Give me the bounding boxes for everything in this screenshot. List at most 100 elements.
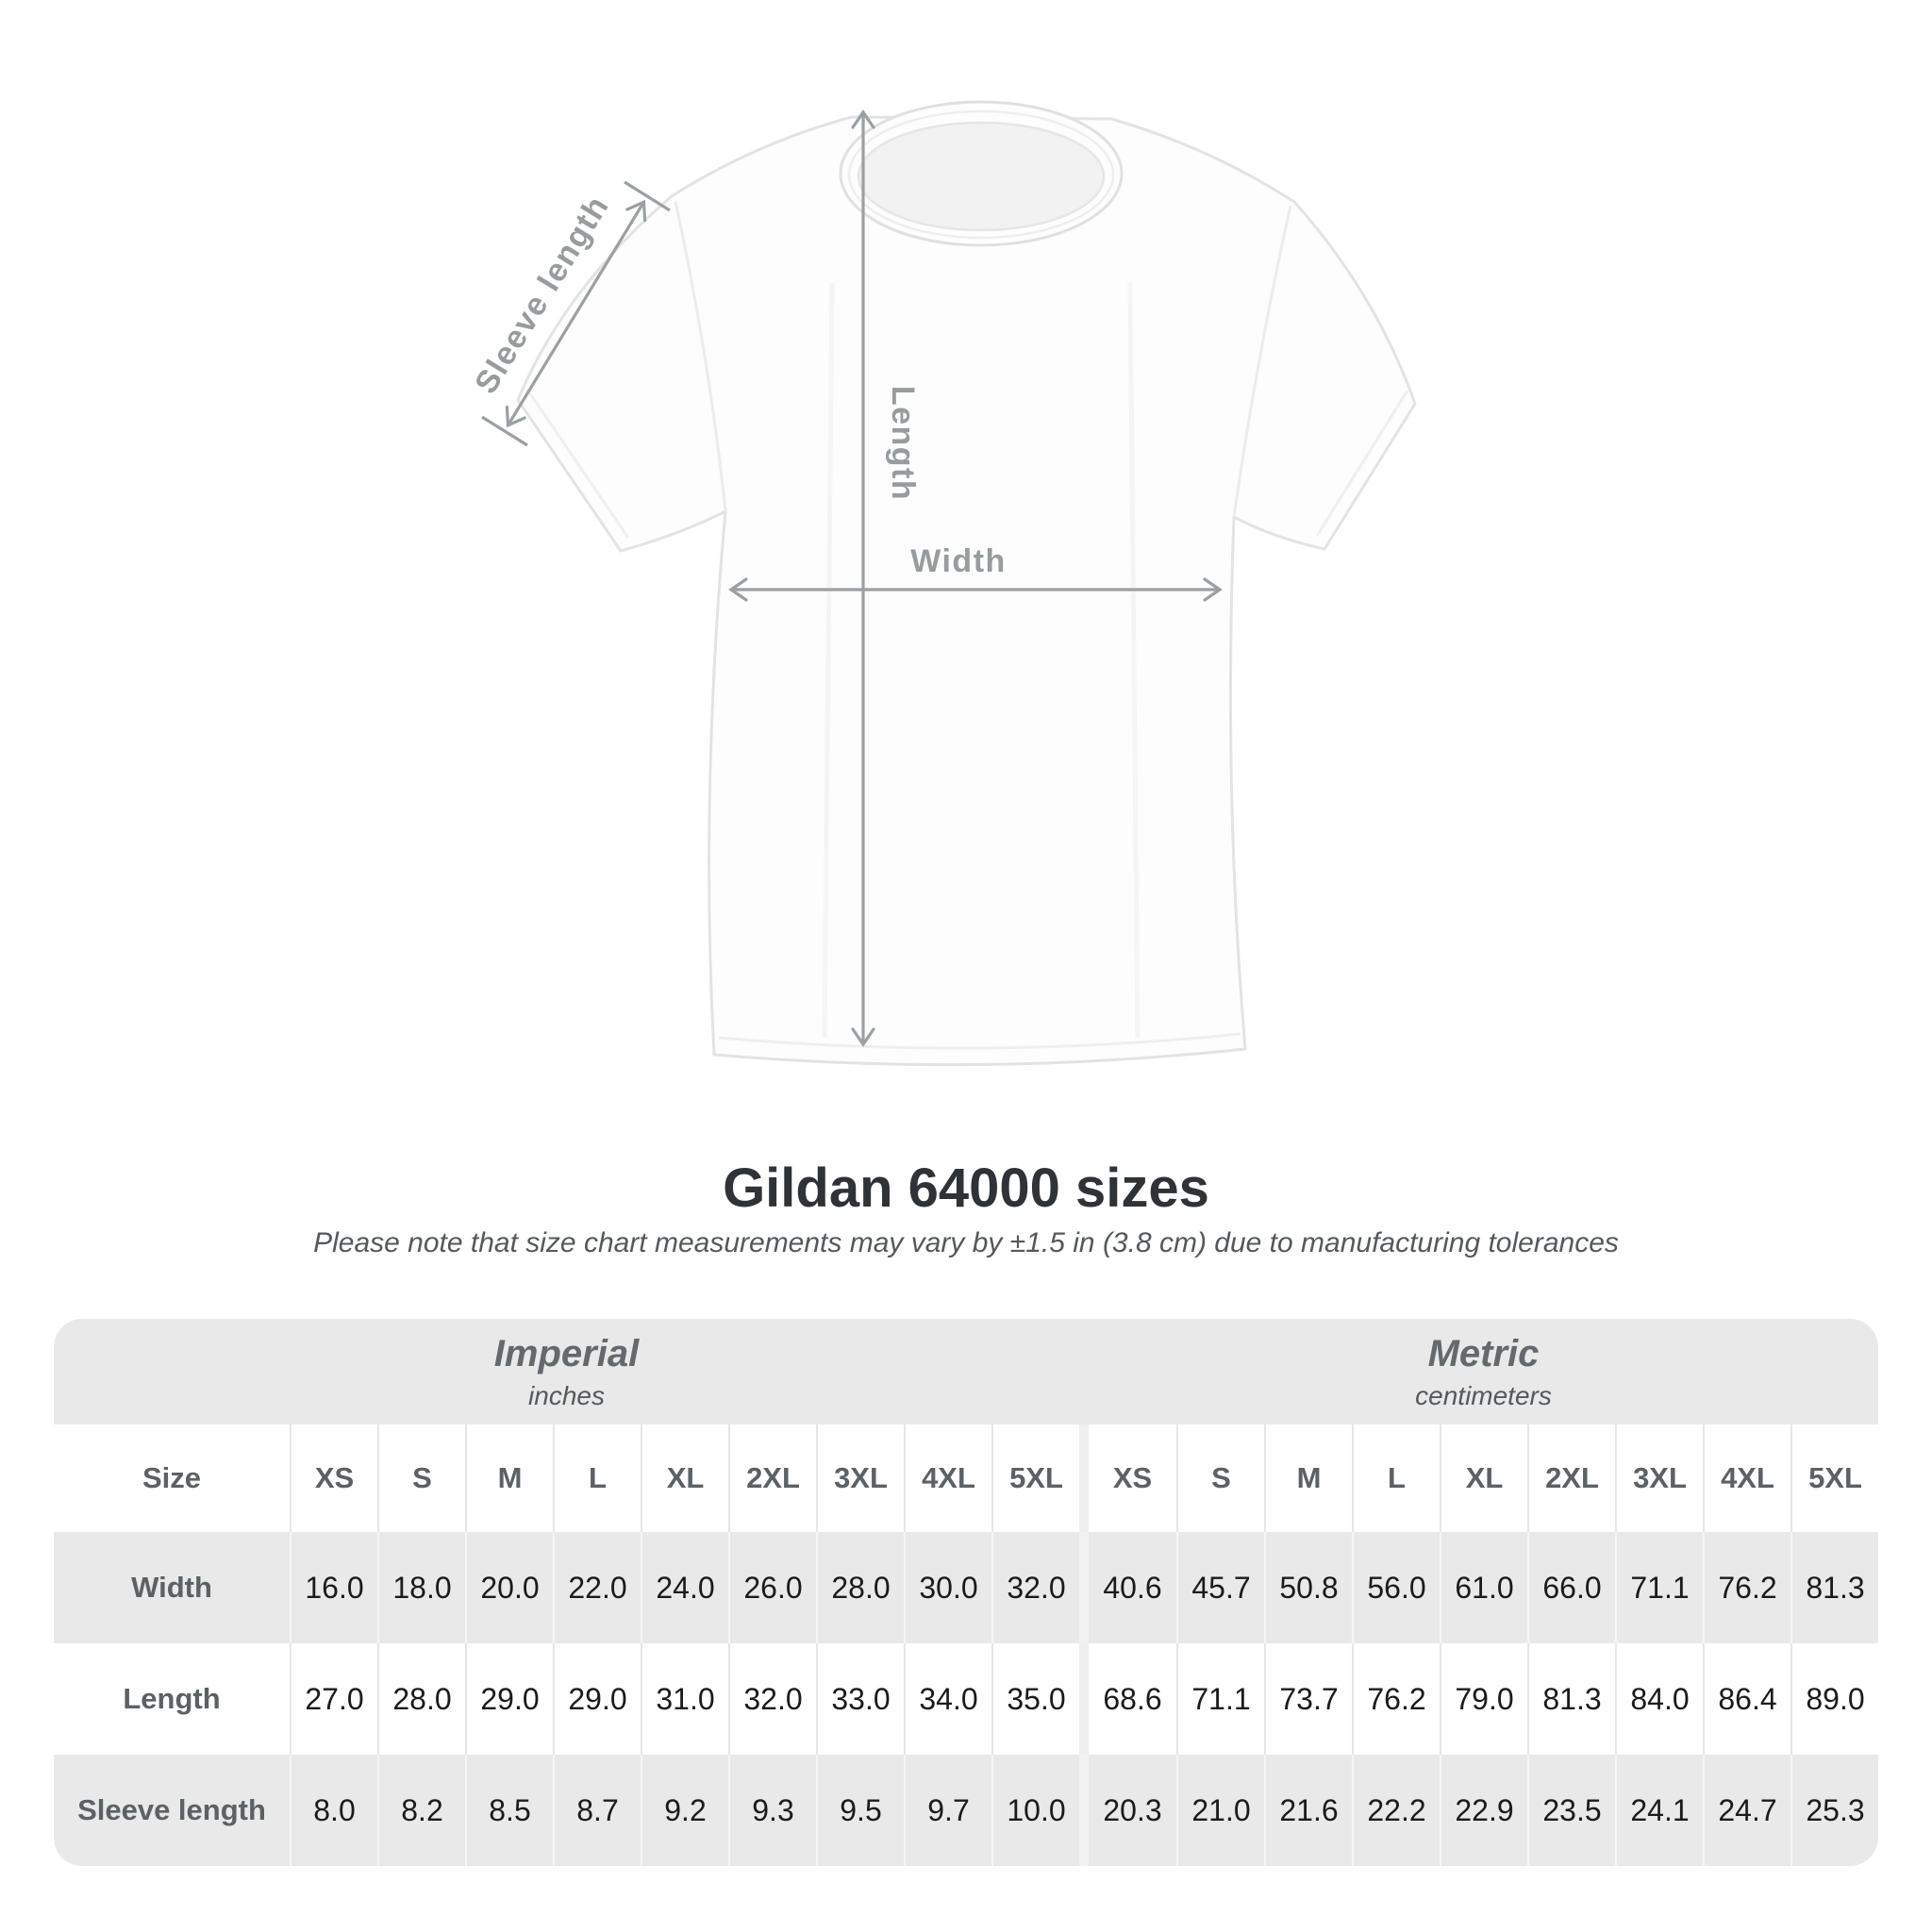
- imperial-title: Imperial: [493, 1332, 640, 1374]
- value-cell: 10.0: [991, 1755, 1079, 1866]
- value-cell: 29.0: [465, 1643, 553, 1755]
- value-cell: 50.8: [1264, 1532, 1352, 1643]
- section-divider: [1079, 1424, 1089, 1532]
- length-label: Length: [885, 386, 921, 501]
- size-cell: 2XL: [1527, 1424, 1615, 1532]
- value-cell: 8.5: [465, 1755, 553, 1866]
- value-cell: 35.0: [991, 1643, 1079, 1755]
- row-label-length: Length: [123, 1682, 221, 1715]
- value-cell: 21.6: [1264, 1755, 1352, 1866]
- tshirt-left-sleeve-seam: [674, 201, 727, 512]
- size-cell: XS: [1112, 1461, 1153, 1494]
- size-cell: 2XL: [728, 1424, 816, 1532]
- tolerance-note: Please note that size chart measurements…: [313, 1227, 1619, 1258]
- metric-unit: centimeters: [1415, 1380, 1552, 1410]
- value-cell: 81.3: [1790, 1532, 1878, 1643]
- size-cell: L: [553, 1424, 641, 1532]
- value-cell: 20.3: [1103, 1792, 1162, 1827]
- size-cell: 5XL: [991, 1424, 1079, 1532]
- value-cell: 30.0: [904, 1532, 991, 1643]
- value-cell: 31.0: [641, 1643, 728, 1755]
- width-label: Width: [910, 543, 1007, 579]
- tshirt-collar-stitch: [847, 109, 1115, 240]
- value-cell: 61.0: [1440, 1532, 1527, 1643]
- size-cell: S: [377, 1424, 465, 1532]
- size-cell: XL: [641, 1424, 728, 1532]
- value-cell: 23.5: [1527, 1755, 1615, 1866]
- value-cell: 79.0: [1440, 1643, 1527, 1755]
- value-cell: 18.0: [377, 1532, 465, 1643]
- size-cell: L: [1352, 1424, 1440, 1532]
- value-cell: 71.1: [1615, 1532, 1703, 1643]
- value-cell: 32.0: [728, 1643, 816, 1755]
- value-cell: 21.0: [1176, 1755, 1264, 1866]
- value-cell: 66.0: [1527, 1532, 1615, 1643]
- tshirt-hem-stitch: [718, 1032, 1241, 1050]
- value-cell: 24.0: [641, 1532, 728, 1643]
- value-cell: 20.0: [465, 1532, 553, 1643]
- value-cell: 22.0: [553, 1532, 641, 1643]
- value-cell: 29.0: [553, 1643, 641, 1755]
- value-cell: 9.2: [641, 1755, 728, 1866]
- value-cell: 68.6: [1103, 1681, 1162, 1716]
- size-table: Imperial inches Metric centimeters Size …: [54, 1319, 1878, 1866]
- tshirt-right-cuff-stitch: [1315, 390, 1409, 537]
- value-cell: 28.0: [377, 1643, 465, 1755]
- value-cell: 28.0: [816, 1532, 904, 1643]
- table-row-length: Length 27.0 28.0 29.0 29.0 31.0 32.0 33.…: [54, 1643, 1878, 1755]
- value-cell: 81.3: [1527, 1643, 1615, 1755]
- value-cell: 8.2: [377, 1755, 465, 1866]
- tshirt-crease-right: [1127, 282, 1141, 1039]
- value-cell: 76.2: [1352, 1643, 1440, 1755]
- value-cell: 34.0: [904, 1643, 991, 1755]
- value-cell: 9.7: [904, 1755, 991, 1866]
- page-title: Gildan 64000 sizes: [723, 1158, 1209, 1219]
- value-cell: 24.1: [1615, 1755, 1703, 1866]
- size-corner-label: Size: [142, 1461, 202, 1494]
- section-divider: [1079, 1643, 1089, 1755]
- table-row-sizes: Size XS S M L XL 2XL 3XL 4XL 5XL XS S M …: [54, 1424, 1878, 1532]
- metric-title: Metric: [1427, 1332, 1540, 1374]
- metric-header: Metric centimeters: [1089, 1319, 1878, 1424]
- table-row-sleeve-length: Sleeve length 8.0 8.2 8.5 8.7 9.2 9.3 9.…: [54, 1755, 1878, 1866]
- table-row-width: Width 16.0 18.0 20.0 22.0 24.0 26.0 28.0…: [54, 1532, 1878, 1643]
- tshirt-crease-left: [822, 282, 835, 1039]
- value-cell: 22.2: [1352, 1755, 1440, 1866]
- tshirt-collar-opening: [857, 121, 1106, 232]
- imperial-header: Imperial inches: [54, 1319, 1079, 1424]
- value-cell: 71.1: [1176, 1643, 1264, 1755]
- value-cell: 16.0: [290, 1532, 377, 1643]
- sleeve-length-arrow: [505, 199, 647, 428]
- value-cell: 45.7: [1176, 1532, 1264, 1643]
- band-divider: [1079, 1319, 1089, 1424]
- size-cell: 3XL: [1615, 1424, 1703, 1532]
- size-cell: 5XL: [1790, 1424, 1878, 1532]
- value-cell: 56.0: [1352, 1532, 1440, 1643]
- sleeve-length-end-tick-top: [624, 180, 671, 212]
- size-cell: 3XL: [816, 1424, 904, 1532]
- size-cell: S: [1176, 1424, 1264, 1532]
- value-cell: 9.3: [728, 1755, 816, 1866]
- size-cell: M: [465, 1424, 553, 1532]
- value-cell: 89.0: [1790, 1643, 1878, 1755]
- value-cell: 25.3: [1790, 1755, 1878, 1866]
- value-cell: 33.0: [816, 1643, 904, 1755]
- value-cell: 84.0: [1615, 1643, 1703, 1755]
- section-divider: [1079, 1532, 1089, 1643]
- value-cell: 73.7: [1264, 1643, 1352, 1755]
- row-label-width: Width: [131, 1571, 212, 1604]
- value-cell: 76.2: [1703, 1532, 1790, 1643]
- imperial-unit: inches: [528, 1380, 605, 1410]
- value-cell: 22.9: [1440, 1755, 1527, 1866]
- value-cell: 24.7: [1703, 1755, 1790, 1866]
- size-cell: 4XL: [904, 1424, 991, 1532]
- value-cell: 9.5: [816, 1755, 904, 1866]
- size-cell: M: [1264, 1424, 1352, 1532]
- sleeve-length-end-tick-bottom: [481, 415, 528, 447]
- row-label-sleeve-length: Sleeve length: [77, 1793, 266, 1826]
- size-cell: XS: [290, 1424, 377, 1532]
- section-divider: [1079, 1755, 1089, 1866]
- value-cell: 40.6: [1103, 1570, 1162, 1605]
- value-cell: 8.0: [290, 1755, 377, 1866]
